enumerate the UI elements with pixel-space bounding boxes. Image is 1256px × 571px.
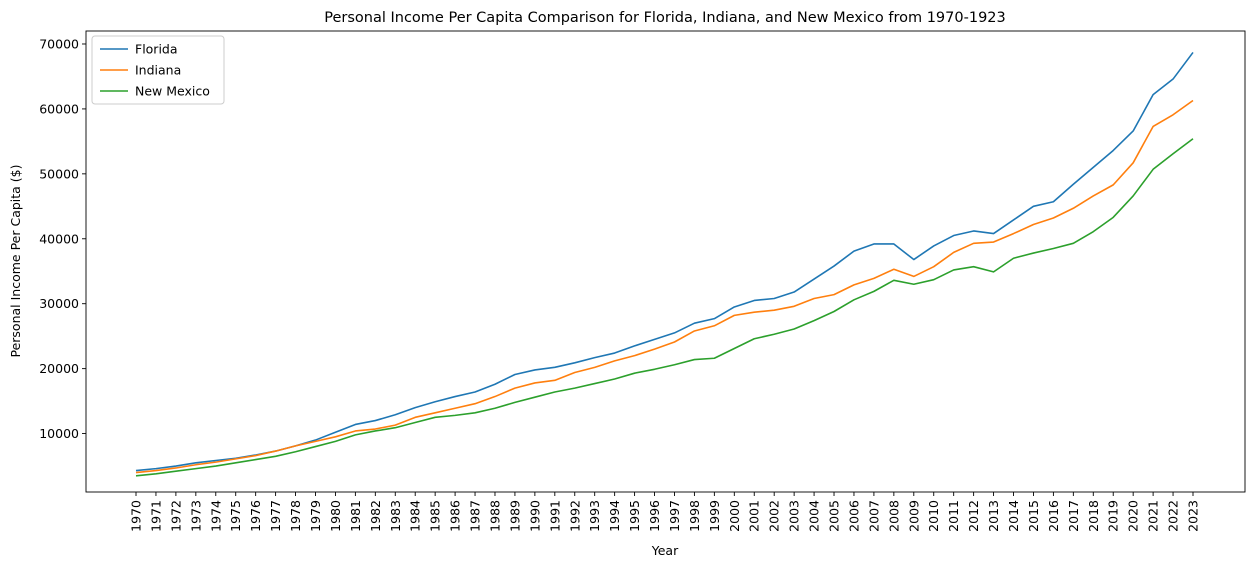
x-tick-label: 2016	[1046, 500, 1061, 532]
x-tick-label: 2018	[1086, 500, 1101, 532]
x-tick-label: 2023	[1186, 500, 1201, 532]
x-tick-label: 1995	[627, 500, 642, 532]
x-tick-label: 1983	[388, 500, 403, 532]
x-tick-label: 2013	[986, 500, 1001, 532]
y-tick-label: 40000	[39, 231, 79, 246]
x-tick-label: 2006	[846, 500, 861, 532]
x-tick-label: 1982	[368, 500, 383, 532]
x-tick-label: 1971	[148, 500, 163, 532]
x-tick-label: 1985	[428, 500, 443, 532]
legend-label: Florida	[135, 42, 178, 57]
x-axis-label: Year	[651, 543, 679, 558]
x-tick-label: 2008	[886, 500, 901, 532]
x-tick-label: 1972	[168, 500, 183, 532]
x-tick-label: 2010	[926, 500, 941, 532]
y-tick-label: 10000	[39, 426, 79, 441]
x-tick-label: 1992	[567, 500, 582, 532]
x-tick-label: 2000	[727, 500, 742, 532]
x-tick-label: 1997	[667, 500, 682, 532]
chart-legend: Florida Indiana New Mexico	[91, 35, 225, 105]
x-tick-label: 2012	[966, 500, 981, 532]
y-tick-label: 60000	[39, 101, 79, 116]
x-tick-label: 1970	[129, 500, 144, 532]
x-tick-label: 1994	[607, 500, 622, 532]
y-tick-label: 70000	[39, 36, 79, 51]
x-tick-label: 1993	[587, 500, 602, 532]
chart-title: Personal Income Per Capita Comparison fo…	[324, 10, 1006, 26]
x-tick-label: 2017	[1066, 500, 1081, 532]
x-tick-label: 2011	[946, 500, 961, 532]
x-tick-label: 1984	[408, 500, 423, 532]
x-tick-label: 2004	[807, 500, 822, 532]
x-tick-label: 1991	[547, 500, 562, 532]
x-tick-label: 2014	[1006, 500, 1021, 532]
legend-label: Indiana	[135, 63, 181, 78]
x-tick-label: 2002	[767, 500, 782, 532]
x-tick-label: 1998	[687, 500, 702, 532]
y-tick-label: 50000	[39, 166, 79, 181]
series-line-florida	[135, 51, 1194, 472]
x-tick-label: 1987	[468, 500, 483, 532]
legend-label: New Mexico	[135, 84, 210, 99]
x-tick-label: 2022	[1166, 500, 1181, 532]
y-axis-label: Personal Income Per Capita ($)	[8, 164, 23, 357]
y-tick-label: 20000	[39, 361, 79, 376]
x-tick-label: 1976	[248, 500, 263, 532]
x-tick-label: 1988	[487, 500, 502, 532]
x-tick-label: 1973	[188, 500, 203, 532]
x-tick-label: 2005	[827, 500, 842, 532]
x-tick-label: 2001	[747, 500, 762, 532]
x-tick-label: 1990	[527, 500, 542, 532]
x-tick-label: 2019	[1106, 500, 1121, 532]
legend-box	[91, 35, 225, 105]
x-tick-label: 2020	[1126, 500, 1141, 532]
x-tick-label: 1979	[308, 500, 323, 532]
y-tick-label: 30000	[39, 296, 79, 311]
x-tick-label: 1996	[647, 500, 662, 532]
x-tick-label: 1999	[707, 500, 722, 532]
x-tick-label: 1980	[328, 500, 343, 532]
x-tick-label: 1974	[208, 500, 223, 532]
x-tick-label: 2015	[1026, 500, 1041, 532]
x-tick-label: 1975	[228, 500, 243, 532]
x-tick-label: 2009	[906, 500, 921, 532]
x-tick-label: 1989	[507, 500, 522, 532]
x-tick-label: 1986	[448, 500, 463, 532]
x-tick-label: 2007	[866, 500, 881, 532]
x-tick-label: 1981	[348, 500, 363, 532]
x-tick-label: 2003	[787, 500, 802, 532]
x-tick-label: 2021	[1146, 500, 1161, 532]
plot-frame	[85, 30, 1246, 493]
x-tick-label: 1978	[288, 500, 303, 532]
series-line-new-mexico	[135, 138, 1194, 477]
x-tick-label: 1977	[268, 500, 283, 532]
series-line-indiana	[135, 99, 1194, 474]
